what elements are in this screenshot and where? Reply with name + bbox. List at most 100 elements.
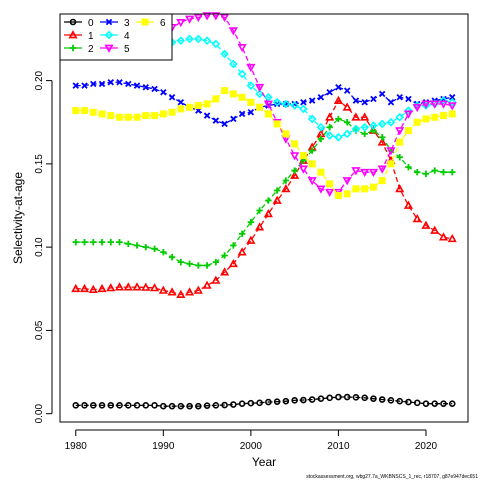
data-point-5 <box>290 152 300 161</box>
data-point-1 <box>193 285 203 294</box>
data-point-6 <box>299 152 307 160</box>
legend-marker-4 <box>104 30 114 40</box>
data-point-1 <box>79 283 90 293</box>
data-point-4 <box>395 112 405 122</box>
data-point-0 <box>168 402 176 410</box>
data-point-1 <box>325 112 335 121</box>
data-point-3 <box>378 90 386 98</box>
data-point-6 <box>308 160 316 168</box>
data-point-3 <box>317 94 325 101</box>
data-point-1 <box>412 213 422 223</box>
data-point-6 <box>422 115 430 123</box>
data-point-0 <box>335 393 342 401</box>
data-point-1 <box>246 235 256 244</box>
data-point-3 <box>72 82 79 89</box>
data-point-3 <box>405 95 412 103</box>
data-point-6 <box>264 110 272 118</box>
legend-marker-5 <box>104 44 114 53</box>
data-point-4 <box>386 117 396 127</box>
data-point-1 <box>123 282 133 291</box>
data-point-5 <box>193 13 203 23</box>
data-point-4 <box>334 132 343 142</box>
data-point-5 <box>438 100 449 109</box>
data-point-2 <box>177 258 185 266</box>
data-point-3 <box>326 89 333 96</box>
data-point-4 <box>299 104 308 114</box>
data-point-4 <box>360 122 370 132</box>
series-6 <box>72 87 456 200</box>
legend-marker-0 <box>69 18 77 26</box>
data-point-6 <box>317 168 325 176</box>
data-point-4 <box>369 121 378 130</box>
data-point-6 <box>448 110 456 118</box>
data-point-4 <box>316 122 326 132</box>
data-point-3 <box>203 112 211 119</box>
data-point-3 <box>308 97 316 104</box>
data-point-4 <box>290 101 299 110</box>
data-point-6 <box>326 180 334 188</box>
data-point-5 <box>307 177 317 186</box>
data-point-0 <box>308 396 316 403</box>
data-point-2 <box>186 260 193 267</box>
data-point-1 <box>132 282 142 291</box>
data-point-6 <box>247 98 255 106</box>
data-point-3 <box>177 99 185 106</box>
data-point-2 <box>431 167 438 174</box>
data-point-0 <box>160 402 167 410</box>
legend-item-4: 4 <box>100 30 130 42</box>
data-point-0 <box>247 399 255 407</box>
data-point-2 <box>308 147 316 154</box>
data-point-4 <box>272 97 282 107</box>
data-point-3 <box>107 79 115 86</box>
data-point-0 <box>221 401 228 409</box>
data-point-6 <box>212 95 220 103</box>
y-tick-label: 0.10 <box>34 237 45 257</box>
legend-label: 2 <box>88 44 94 55</box>
data-point-3 <box>142 84 150 91</box>
data-point-1 <box>97 283 107 293</box>
data-point-0 <box>186 402 193 410</box>
data-point-1 <box>88 284 98 293</box>
data-point-5 <box>263 100 273 109</box>
data-point-6 <box>168 108 176 116</box>
x-tick-label: 2010 <box>327 441 350 452</box>
data-point-3 <box>221 120 228 128</box>
data-point-1 <box>71 283 81 293</box>
legend-item-5: 5 <box>100 44 130 55</box>
data-point-6 <box>159 110 167 118</box>
data-point-6 <box>98 110 106 118</box>
data-point-5 <box>211 12 221 21</box>
y-tick-label: 0.20 <box>34 70 45 90</box>
data-point-1 <box>237 247 247 256</box>
data-point-4 <box>404 106 413 115</box>
data-point-3 <box>361 99 368 106</box>
data-point-2 <box>116 238 123 246</box>
data-point-2 <box>160 248 167 256</box>
data-point-5 <box>403 110 414 119</box>
data-point-6 <box>133 113 141 121</box>
data-point-2 <box>90 238 97 246</box>
data-point-3 <box>335 84 342 91</box>
data-point-0 <box>133 402 141 409</box>
data-point-1 <box>430 225 440 234</box>
data-point-6 <box>273 120 281 128</box>
data-point-1 <box>202 280 212 289</box>
data-point-2 <box>343 119 351 126</box>
plot-layer <box>71 12 457 410</box>
data-point-5 <box>377 165 387 174</box>
data-point-3 <box>343 87 351 94</box>
data-point-2 <box>212 258 220 266</box>
data-point-2 <box>378 134 386 141</box>
data-point-5 <box>298 165 308 174</box>
data-point-1 <box>228 258 238 268</box>
data-point-6 <box>186 103 194 111</box>
data-point-6 <box>291 140 299 148</box>
data-point-4 <box>211 39 221 49</box>
data-point-2 <box>195 262 202 269</box>
data-point-1 <box>167 287 177 296</box>
data-point-3 <box>98 80 106 88</box>
data-point-2 <box>142 243 150 251</box>
data-point-6 <box>282 130 290 138</box>
data-point-5 <box>351 167 361 176</box>
